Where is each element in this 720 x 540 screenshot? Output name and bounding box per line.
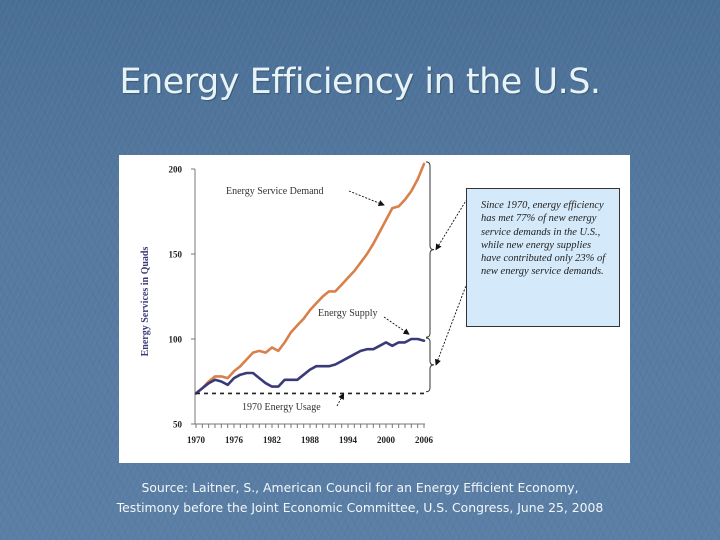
annotation-supply-label: Energy Supply [318,308,378,319]
supply-brace [425,337,435,393]
x-tick-label: 1994 [339,435,358,445]
annotation-usage-label: 1970 Energy Usage [242,402,321,413]
source-line-1: Source: Laitner, S., American Council fo… [141,480,579,495]
chart-panel: 50 100 150 200 1970 1976 1982 1988 1994 2000 2006 E… [119,155,630,463]
callout-box: Since 1970, energy efficiency has met 77… [466,188,620,327]
annotation-usage-arrow [336,392,345,407]
x-tick-label: 1982 [263,435,282,445]
y-tick-label: 100 [169,335,183,345]
series-line-energy-service-demand [194,162,426,395]
x-tick-label: 2000 [377,435,396,445]
x-tick-label: 1988 [301,435,320,445]
source-citation: Source: Laitner, S., American Council fo… [0,478,720,518]
annotation-demand-arrow [348,190,385,207]
y-tick-label: 50 [173,420,183,430]
callout-arrow-efficiency [435,198,468,251]
source-line-2: Testimony before the Joint Economic Comm… [116,500,604,515]
energy-chart: 50 100 150 200 1970 1976 1982 1988 1994 2000 2006 E… [140,161,468,446]
chart-annotations: Energy Service Demand Energy Supply 1970 E… [226,161,468,413]
series-line-energy-supply [194,337,426,395]
y-tick-label: 200 [169,165,183,175]
efficiency-brace [425,161,435,338]
x-tick-label: 2006 [415,435,434,445]
chart-axes: 50 100 150 200 1970 1976 1982 1988 1994 2000 2006 E… [140,165,434,446]
y-axis-label: Energy Services in Quads [140,247,151,357]
callout-text: Since 1970, energy efficiency has met 77… [481,200,606,278]
slide-title: Energy Efficiency in the U.S. [119,62,601,102]
x-tick-label: 1970 [187,435,206,445]
callout-arrow-supply [434,282,468,366]
x-tick-label: 1976 [225,435,244,445]
y-tick-label: 150 [169,250,183,260]
chart-lines [194,162,426,395]
annotation-demand-label: Energy Service Demand [226,186,324,197]
annotation-supply-arrow [383,316,410,335]
